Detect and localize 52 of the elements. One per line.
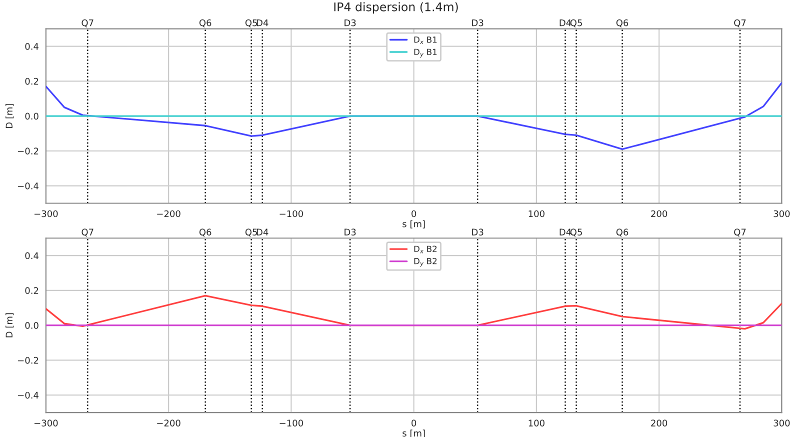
- x-tick-label: 0: [412, 210, 416, 218]
- y-tick-label: −0.2: [18, 356, 38, 364]
- y-tick-label: 0.2: [25, 78, 38, 85]
- ref-line-label: D3: [344, 228, 356, 236]
- x-tick-label: −100: [280, 210, 303, 218]
- x-axis-title: s [m]: [402, 220, 425, 228]
- ref-line-label: D4: [256, 228, 268, 236]
- ref-line-label: Q7: [734, 19, 746, 28]
- y-tick-label: −0.4: [18, 182, 38, 190]
- x-tick-label: 300: [774, 420, 790, 426]
- ref-line-label: Q5: [245, 228, 257, 237]
- ref-line-label: Q5: [245, 19, 257, 28]
- ref-line-label: D4: [256, 20, 268, 26]
- y-tick-label: 0.2: [25, 287, 38, 294]
- ref-line-label: Q7: [734, 228, 746, 237]
- y-tick-label: 0.4: [25, 43, 38, 50]
- ref-line-label: Q7: [82, 19, 94, 28]
- legend-label: D$_{y}$ B1: [414, 48, 437, 58]
- ref-line-label: D3: [472, 228, 484, 236]
- x-tick-label: −200: [157, 420, 180, 426]
- legend-label: D$_{x}$ B2: [414, 246, 437, 254]
- x-tick-label: 300: [774, 210, 790, 218]
- ref-line-label: Q5: [570, 19, 582, 28]
- ref-line-label: Q6: [199, 228, 212, 237]
- chart-title: IP4 dispersion (1.4m): [334, 2, 458, 14]
- legend-label: D$_{y}$ B2: [414, 258, 437, 267]
- x-tick-label: 100: [528, 420, 544, 426]
- x-tick-label: 100: [528, 210, 544, 218]
- y-axis-title: D [m]: [6, 313, 14, 338]
- x-tick-label: 200: [651, 420, 668, 426]
- ref-line-label: D4: [560, 20, 572, 26]
- ref-line-label: D3: [344, 19, 356, 26]
- ref-line-label: Q5: [570, 228, 582, 237]
- ref-line-label: Q6: [616, 19, 628, 28]
- y-tick-label: 0.0: [25, 322, 38, 329]
- y-axis-title: D [m]: [6, 104, 14, 128]
- ref-line-label: D3: [472, 19, 484, 26]
- x-tick-label: 200: [651, 210, 668, 218]
- y-tick-label: 0.0: [25, 112, 38, 120]
- y-tick-label: −0.2: [18, 148, 38, 154]
- ref-line-label: D4: [560, 228, 572, 236]
- x-tick-label: −300: [34, 420, 58, 426]
- ref-line-label: Q6: [616, 228, 628, 237]
- legend-label: D$_{x}$ B1: [414, 36, 437, 44]
- ref-line-label: Q7: [82, 228, 94, 237]
- x-tick-label: −200: [157, 210, 180, 218]
- x-tick-label: 0: [412, 420, 416, 426]
- y-tick-label: 0.4: [25, 252, 38, 260]
- x-tick-label: −300: [34, 210, 58, 218]
- x-tick-label: −100: [280, 420, 303, 426]
- y-tick-label: −0.4: [18, 392, 38, 399]
- ref-line-label: Q6: [199, 19, 212, 28]
